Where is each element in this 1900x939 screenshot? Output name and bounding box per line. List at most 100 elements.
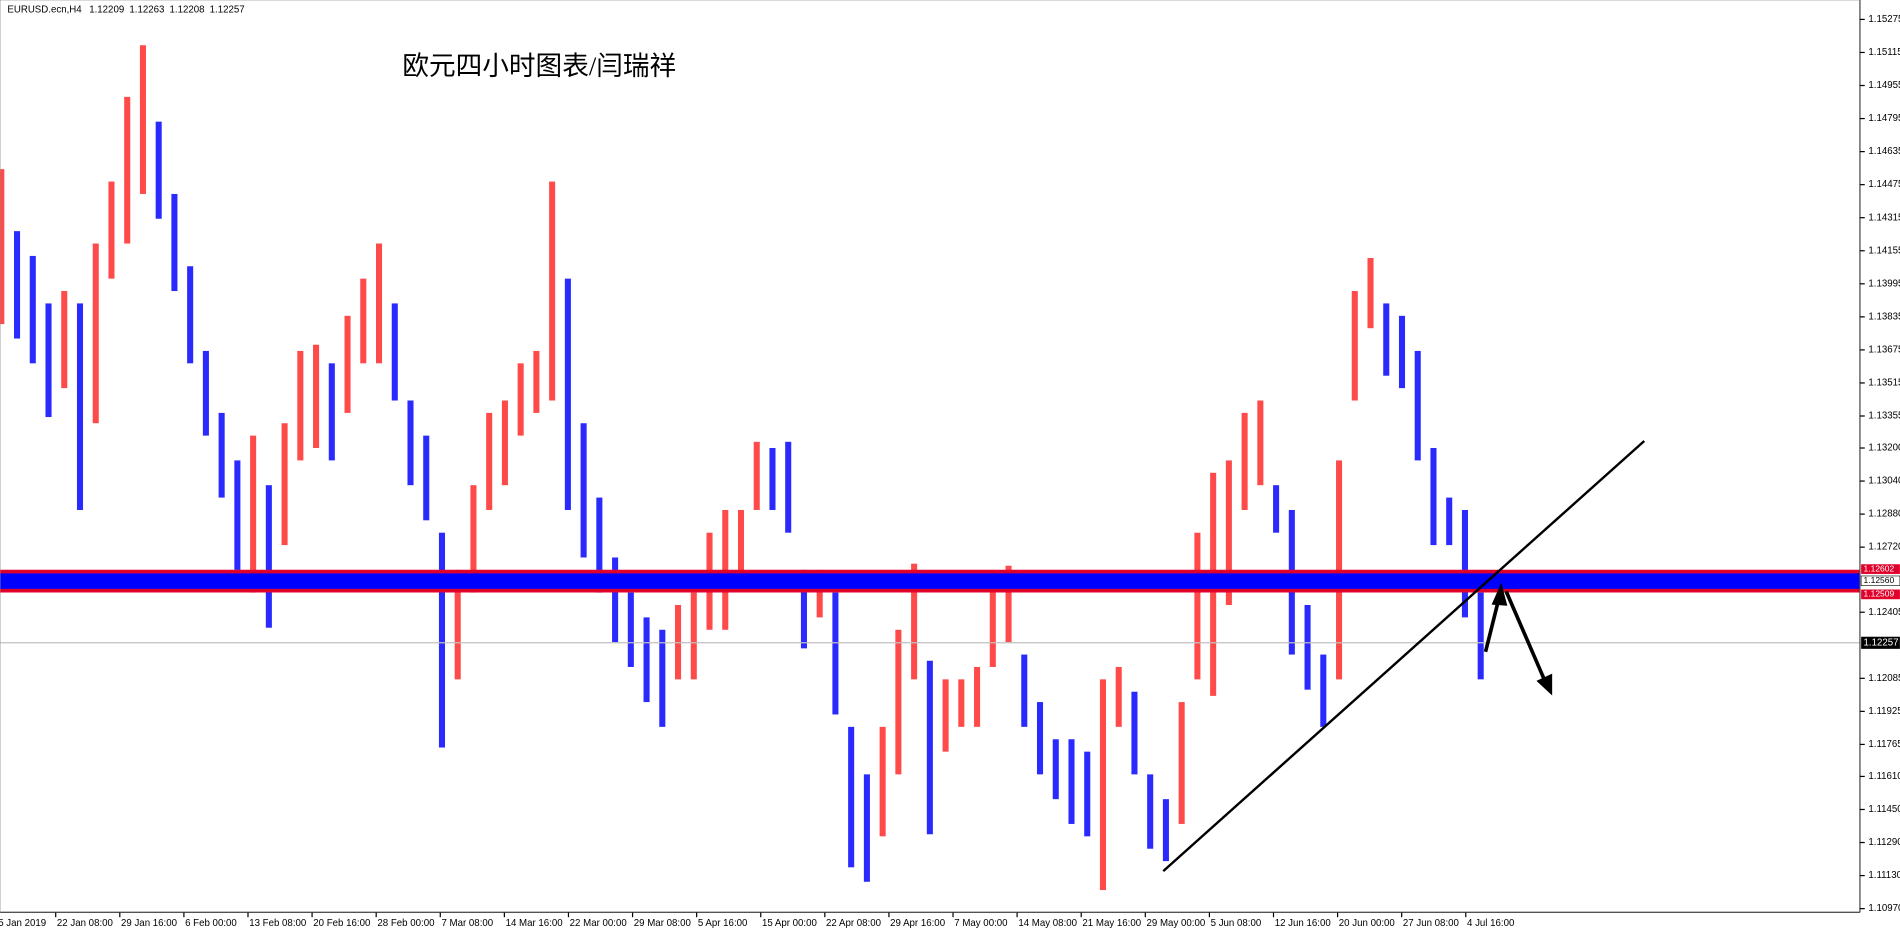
price-bar	[1383, 303, 1390, 376]
price-bar	[737, 509, 745, 583]
x-tick-label: 29 May 00:00	[1147, 918, 1206, 929]
price-bar	[580, 423, 587, 558]
price-bar	[29, 255, 36, 364]
price-bar	[1162, 799, 1169, 862]
x-tick-label: 4 Jul 16:00	[1467, 918, 1515, 929]
x-tick-label: 7 Mar 08:00	[441, 918, 493, 929]
price-bar	[1320, 654, 1327, 727]
price-bar	[675, 604, 682, 680]
price-bar	[1461, 509, 1468, 618]
price-bar	[549, 181, 556, 401]
quote-low: 1.12208	[170, 4, 205, 15]
arrow-down-head	[1536, 673, 1553, 696]
y-tick-label: 1.13675	[1868, 344, 1900, 355]
y-tick-label: 1.14155	[1868, 245, 1900, 256]
level-label-box	[1861, 564, 1900, 574]
price-bar	[328, 363, 335, 461]
price-bar	[832, 592, 839, 715]
price-bar	[1021, 654, 1028, 727]
price-bar	[564, 278, 571, 510]
x-tick-label: 14 May 08:00	[1018, 918, 1077, 929]
y-tick-label: 1.14955	[1868, 80, 1900, 91]
y-tick-label: 1.14315	[1868, 212, 1900, 223]
chart-title: 欧元四小时图表/闫瑞祥	[402, 51, 676, 81]
price-bar	[643, 617, 650, 703]
price-bar	[958, 679, 965, 727]
plot-area	[0, 45, 1860, 891]
x-tick-label: 6 Feb 00:00	[185, 918, 237, 929]
price-bar	[1257, 400, 1264, 486]
y-tick-label: 1.15275	[1868, 14, 1900, 25]
price-bar	[470, 485, 477, 593]
price-bar	[1178, 702, 1185, 824]
price-bar	[989, 582, 996, 667]
price-bar	[863, 774, 870, 882]
price-bar	[76, 303, 84, 510]
price-bar	[1414, 350, 1421, 461]
price-bar	[155, 121, 162, 219]
price-bar	[926, 660, 933, 835]
price-bar	[171, 193, 178, 292]
price-bar	[816, 569, 823, 618]
price-bar	[848, 726, 855, 868]
y-tick-label: 1.14475	[1868, 179, 1900, 190]
price-bar	[454, 569, 461, 680]
price-bar	[14, 231, 21, 339]
price-bar	[659, 629, 666, 727]
zone-band	[0, 571, 1860, 591]
x-tick-label: 7 May 00:00	[954, 918, 1008, 929]
y-tick-label: 1.10970	[1868, 903, 1900, 914]
price-bar	[281, 423, 288, 546]
price-bar	[1099, 679, 1107, 891]
price-bar	[1036, 702, 1044, 775]
price-bar	[139, 45, 146, 194]
x-tick-label: 15 Jan 2019	[0, 918, 46, 929]
price-bar	[612, 557, 619, 643]
price-bar	[313, 344, 320, 449]
price-bar	[108, 181, 115, 279]
arrow-up-head	[1491, 582, 1508, 606]
price-bar	[627, 592, 634, 667]
y-tick-label: 1.15115	[1868, 47, 1900, 58]
price-bar	[974, 666, 981, 727]
price-bar	[187, 266, 194, 364]
symbol: EURUSD.ecn,H4	[7, 4, 82, 15]
x-tick-label: 29 Jan 16:00	[121, 918, 178, 929]
annotations	[1162, 440, 1646, 873]
price-bar	[92, 243, 99, 424]
price-bar	[596, 497, 603, 593]
y-tick-label: 1.11610	[1868, 771, 1900, 782]
y-tick-label: 1.11290	[1868, 837, 1900, 848]
y-tick-label: 1.12085	[1868, 673, 1900, 684]
price-bar	[1131, 691, 1138, 775]
x-tick-label: 21 May 16:00	[1082, 918, 1141, 929]
price-bar	[1194, 532, 1201, 680]
price-bar	[1398, 315, 1406, 389]
x-tick-label: 29 Apr 16:00	[890, 918, 946, 929]
level-label: 1.12560	[1864, 575, 1895, 585]
price-bar	[360, 278, 367, 364]
price-bar	[690, 592, 697, 680]
x-tick-label: 29 Mar 08:00	[634, 918, 692, 929]
price-bar	[234, 460, 241, 570]
price-bar	[879, 726, 886, 837]
plot-border	[0, 0, 1861, 913]
y-tick-label: 1.12405	[1868, 607, 1900, 618]
price-bar	[375, 243, 383, 364]
price-bar	[391, 303, 398, 401]
price-bar	[1446, 497, 1453, 546]
y-tick-label: 1.11765	[1868, 739, 1900, 750]
price-bar	[407, 400, 414, 486]
price-bar	[942, 679, 949, 752]
arrow-down-shaft	[1504, 590, 1547, 682]
price-bar	[1304, 604, 1311, 690]
price-bar	[1367, 257, 1374, 329]
price-bar	[501, 400, 508, 486]
price-bar	[1115, 666, 1122, 727]
x-tick-label: 12 Jun 16:00	[1275, 918, 1332, 929]
price-bar	[0, 169, 5, 325]
price-bar	[800, 569, 807, 649]
price-bar	[61, 291, 68, 389]
price-bar	[1225, 460, 1232, 605]
